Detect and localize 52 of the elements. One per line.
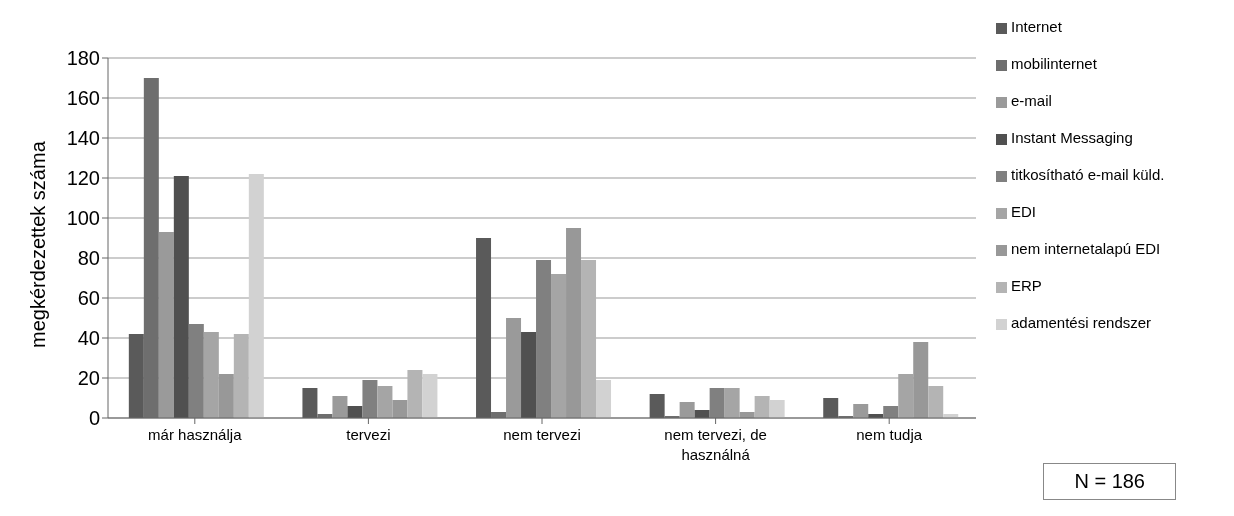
bar [347,406,363,418]
y-tick-label: 0 [88,407,100,430]
legend-label: ERP [1011,277,1042,294]
bar [853,404,869,418]
x-tick-label: nem tervezi [503,426,581,443]
bar [581,260,597,418]
bar [158,232,174,418]
bar [551,274,567,418]
legend-label: e-mail [1011,92,1052,109]
bar [679,402,695,418]
bar [173,176,189,418]
y-tick-label: 140 [66,127,100,150]
bar [332,396,348,418]
legend-label: titkosítható e-mail küld. [1011,166,1165,183]
text: N = 186 [1043,463,1176,500]
legend-label: EDI [1011,203,1037,220]
bar [596,380,612,418]
legend-label: mobilinternet [1011,55,1097,72]
y-axis-title: megkérdezettek száma [27,140,50,348]
bar [248,174,264,418]
y-tick-label: 80 [77,247,100,270]
bar [536,260,552,418]
bar [377,386,393,418]
bar [188,324,204,418]
y-tick-label: 160 [66,87,100,110]
x-tick-label: tervezi [346,426,391,443]
bar [521,332,537,418]
bar [769,400,785,418]
legend-label: Instant Messaging [1011,129,1133,146]
bar [218,374,234,418]
bar [709,388,725,418]
x-tick-label: már használja [148,426,243,443]
bar [422,374,438,418]
bar [754,396,770,418]
bar [928,386,944,418]
y-tick-label: 180 [66,47,100,70]
y-tick-label: 120 [66,167,100,190]
bar [233,334,249,418]
bar [362,380,378,418]
y-tick-label: 40 [77,327,100,350]
legend-label: Internet [1011,18,1062,35]
x-tick-label: nem tudja [856,426,923,443]
bar [883,406,899,418]
y-tick-label: 20 [77,367,100,390]
bar [407,370,423,418]
x-tick-label: nem tervezi, de használná [664,426,767,463]
legend-label: nem internetalapú EDI [1011,240,1161,257]
y-tick-label: 60 [77,287,100,310]
bar [724,388,740,418]
bar [392,400,408,418]
legend-label: adamentési rendszer [1011,314,1152,331]
y-tick-label: 100 [66,207,100,230]
